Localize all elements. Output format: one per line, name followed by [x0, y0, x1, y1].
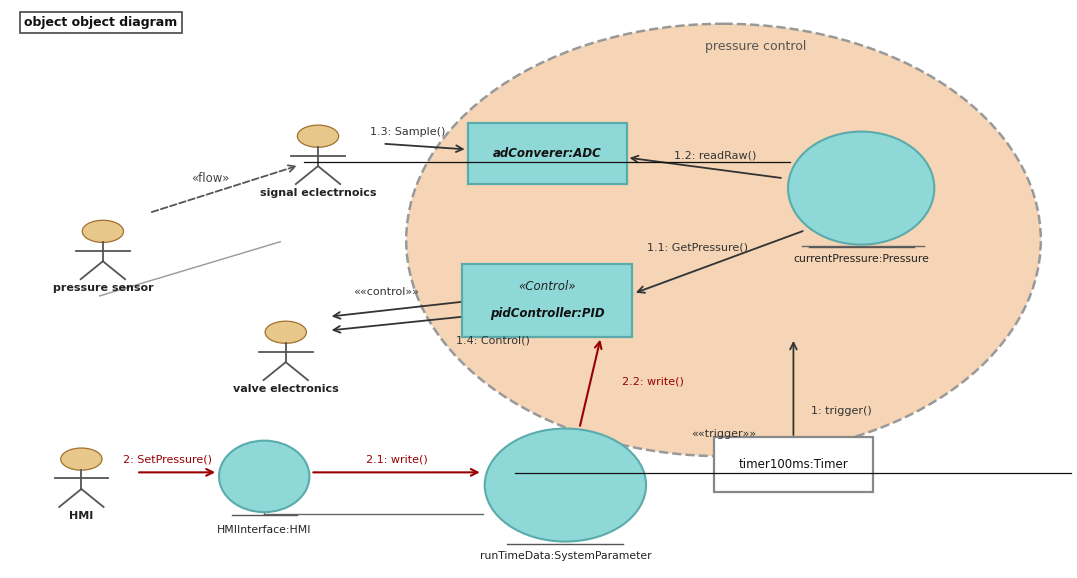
Text: pressure sensor: pressure sensor — [53, 283, 153, 293]
Text: 2.2: write(): 2.2: write() — [621, 376, 684, 386]
Ellipse shape — [406, 24, 1040, 456]
Text: 2: SetPressure(): 2: SetPressure() — [123, 454, 212, 464]
Text: adConverer:ADC: adConverer:ADC — [493, 147, 601, 160]
Ellipse shape — [219, 440, 309, 512]
Text: «flow»: «flow» — [192, 172, 229, 185]
Text: object object diagram: object object diagram — [25, 16, 178, 29]
Text: 1: trigger(): 1: trigger() — [811, 406, 872, 416]
Text: ««trigger»»: ««trigger»» — [691, 429, 756, 439]
FancyBboxPatch shape — [467, 123, 627, 184]
Text: pressure control: pressure control — [705, 40, 807, 53]
FancyBboxPatch shape — [714, 438, 873, 492]
Text: 1.1: GetPressure(): 1.1: GetPressure() — [647, 243, 749, 253]
Text: currentPressure:Pressure: currentPressure:Pressure — [794, 254, 929, 264]
Text: timer100ms:Timer: timer100ms:Timer — [739, 458, 849, 472]
Circle shape — [265, 321, 306, 343]
Text: 2.1: write(): 2.1: write() — [366, 454, 428, 464]
Text: «Control»: «Control» — [518, 280, 576, 292]
Text: HMIInterface:HMI: HMIInterface:HMI — [216, 525, 311, 535]
Text: signal eclectrnoics: signal eclectrnoics — [260, 188, 376, 198]
Text: valve electronics: valve electronics — [233, 384, 338, 394]
Circle shape — [297, 125, 338, 147]
Ellipse shape — [788, 132, 935, 244]
Circle shape — [60, 448, 102, 470]
Text: 1.3: Sample(): 1.3: Sample() — [369, 127, 445, 137]
Ellipse shape — [485, 428, 646, 542]
Text: pidController:PID: pidController:PID — [490, 307, 604, 320]
Text: HMI: HMI — [69, 510, 94, 521]
FancyBboxPatch shape — [462, 265, 632, 336]
Text: 1.4: Control(): 1.4: Control() — [457, 336, 530, 346]
Text: ««control»»: ««control»» — [353, 287, 419, 297]
Circle shape — [82, 220, 124, 242]
Text: 1.2: readRaw(): 1.2: readRaw() — [674, 150, 756, 160]
Text: runTimeData:SystemParameter: runTimeData:SystemParameter — [479, 551, 652, 561]
